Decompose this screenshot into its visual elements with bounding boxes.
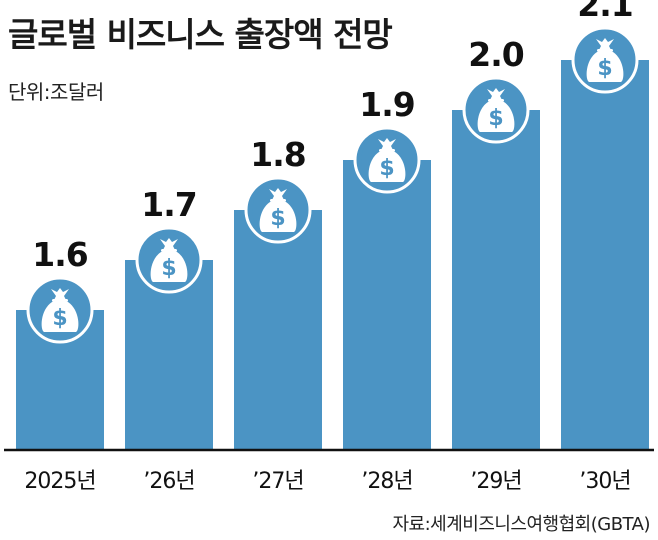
money-bag-icon: $ [571,26,639,94]
bag-neck [378,138,396,150]
source-note: 자료:세계비즈니스여행협회(GBTA) [392,514,650,535]
x-tick-label-1: ’26년 [143,469,194,494]
value-label-1: 1.7 [141,185,196,224]
bar-5 [561,60,649,450]
x-tick-label-0: 2025년 [24,469,95,494]
bag-body [477,102,515,132]
bag-body [41,302,79,332]
money-bag-icon: $ [26,276,94,344]
bar-4 [452,110,540,450]
bag-neck [269,188,287,200]
bag-neck [596,38,614,50]
money-bag-icon: $ [135,226,203,294]
money-bag-icon: $ [353,126,421,194]
x-tick-label-2: ’27년 [252,469,303,494]
bag-neck [160,238,178,250]
bag-tie [597,49,613,52]
bag-tie [161,249,177,252]
dollar-sign: $ [270,206,285,231]
value-label-4: 2.0 [468,35,523,74]
x-tick-labels: 2025년 ’26년 ’27년 ’28년 ’29년 ’30년 [24,469,631,494]
dollar-sign: $ [379,156,394,181]
value-label-2: 1.8 [250,135,305,174]
value-label-5: 2.1 [577,0,632,24]
bag-tie [270,199,286,202]
value-label-3: 1.9 [359,85,414,124]
bag-body [368,152,406,182]
unit-label: 단위:조달러 [8,80,104,104]
dollar-sign: $ [161,256,176,281]
money-bag-icon: $ [244,176,312,244]
bag-tie [379,149,395,152]
bar-3 [343,160,431,450]
bar-2 [234,210,322,450]
x-tick-label-4: ’29년 [470,469,521,494]
bars-group: $1.6 $1.7 $1.8 $1.9 $2.0 $2.1 [16,0,649,450]
bag-neck [51,288,69,300]
dollar-sign: $ [597,56,612,81]
dollar-sign: $ [488,106,503,131]
bag-tie [52,299,68,302]
bag-body [259,202,297,232]
bag-tie [488,99,504,102]
bag-body [586,52,624,82]
chart-title: 글로벌 비즈니스 출장액 전망 [8,15,393,54]
x-tick-label-5: ’30년 [579,469,630,494]
bag-body [150,252,188,282]
money-bag-icon: $ [462,76,530,144]
x-tick-label-3: ’28년 [361,469,412,494]
bag-neck [487,88,505,100]
dollar-sign: $ [52,306,67,331]
value-label-0: 1.6 [32,235,87,274]
